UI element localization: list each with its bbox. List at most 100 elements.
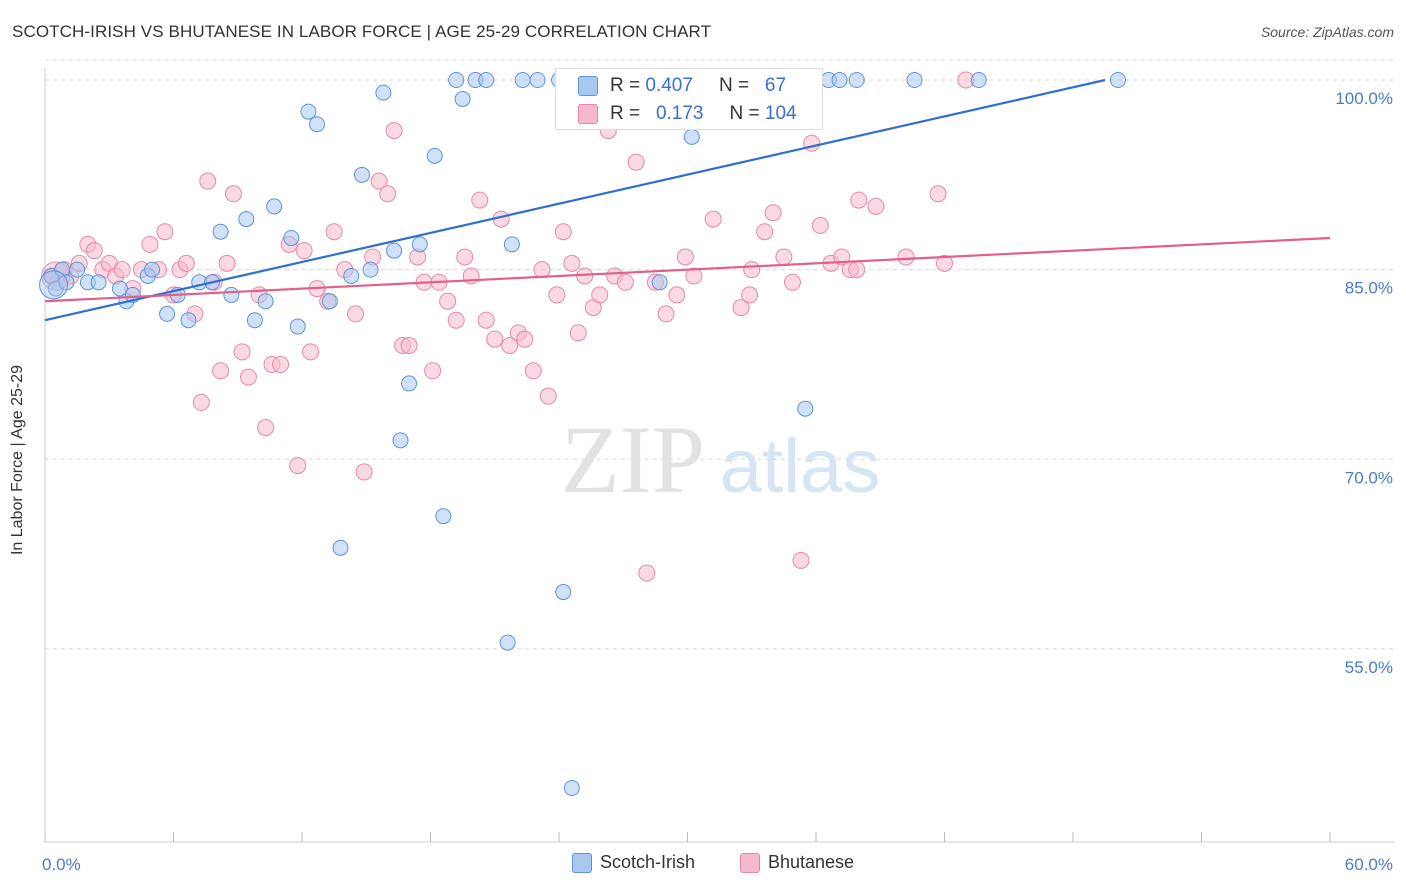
watermark-zip: ZIP <box>561 406 705 513</box>
bhutanese-point <box>302 343 320 361</box>
bhutanese-point <box>685 267 703 285</box>
scotch-irish-point <box>529 72 546 88</box>
bhutanese-point <box>218 254 236 272</box>
legend-label: Scotch-Irish <box>600 852 696 872</box>
bhutanese-trend-line <box>44 236 1331 303</box>
scotch-irish-point <box>797 400 814 417</box>
bhutanese-point <box>850 191 868 209</box>
scotch-irish-trend-line <box>44 78 1106 322</box>
bhutanese-point <box>811 216 829 234</box>
scotch-irish-point <box>555 584 572 601</box>
bhutanese-point <box>563 254 581 272</box>
scotch-irish-point <box>848 72 865 88</box>
bhutanese-point <box>385 122 403 140</box>
scotch-irish-point <box>362 261 379 278</box>
scotch-irish-point <box>308 116 325 133</box>
y-tick-label: 70.0% <box>1345 468 1393 487</box>
bhutanese-point <box>704 210 722 228</box>
bhutanese-point <box>224 185 242 203</box>
scotch-irish-point <box>514 72 531 88</box>
y-tick-label: 85.0% <box>1345 279 1393 298</box>
bhutanese-point <box>192 393 210 411</box>
bhutanese-swatch <box>578 104 598 124</box>
bhutanese-point <box>177 254 195 272</box>
bhutanese-point <box>848 261 866 279</box>
axes <box>44 68 1395 843</box>
scotch-irish-point <box>499 634 516 651</box>
bhutanese-point <box>257 419 275 437</box>
scotch-irish-point <box>144 261 161 278</box>
stats-legend: R = 0.407 N = 67 R = 0.173 N = 104 <box>555 68 823 130</box>
bhutanese-point <box>616 273 634 291</box>
bhutanese-point <box>239 368 257 386</box>
bhutanese-swatch <box>740 852 760 873</box>
n-value: 67 <box>764 75 787 96</box>
bhutanese-point <box>897 248 915 266</box>
watermark: ZIP atlas <box>561 406 880 513</box>
scotch-irish-point <box>454 90 471 107</box>
bhutanese-point <box>379 185 397 203</box>
bhutanese-point <box>743 261 761 279</box>
bhutanese-point <box>732 299 750 317</box>
legend-item-scotch-irish: Scotch-Irish <box>572 852 695 873</box>
bhutanese-point <box>929 185 947 203</box>
bhutanese-point <box>764 204 782 222</box>
bhutanese-point <box>936 254 953 272</box>
scotch-irish-point <box>69 261 86 278</box>
scotch-irish-point <box>238 211 255 228</box>
stats-row-scotch-irish: R = 0.407 N = 67 <box>578 72 786 100</box>
scotch-irish-point <box>1109 72 1126 88</box>
series-legend: Scotch-Irish Bhutanese <box>0 852 1406 878</box>
bhutanese-point <box>347 305 365 323</box>
scotch-irish-point <box>353 166 370 183</box>
bhutanese-point <box>533 261 551 279</box>
bhutanese-point <box>668 286 686 304</box>
scotch-irish-point <box>683 128 700 145</box>
bhutanese-point <box>85 242 103 260</box>
bhutanese-point <box>792 551 810 569</box>
bhutanese-point <box>756 223 774 241</box>
tick-labels: 55.0% 70.0% 85.0% 100.0% 0.0% 60.0% <box>42 89 1393 874</box>
scotch-irish-point <box>111 280 128 297</box>
scotch-irish-point <box>257 293 274 310</box>
r-label: R = <box>610 75 641 96</box>
scotch-irish-point <box>426 147 443 164</box>
scotch-irish-point <box>321 293 338 310</box>
legend-label: Bhutanese <box>768 852 855 872</box>
bhutanese-point <box>233 343 251 361</box>
scotch-irish-point <box>223 286 240 303</box>
bhutanese-point <box>295 242 313 260</box>
scotch-irish-point <box>448 72 465 88</box>
scotch-irish-points <box>39 72 1126 796</box>
bhutanese-point <box>447 311 465 329</box>
source-label: Source: ZipAtlas.com <box>1260 24 1394 40</box>
scotch-irish-swatch <box>578 76 598 96</box>
bhutanese-point <box>477 311 495 329</box>
scotch-irish-point <box>375 84 392 101</box>
scotch-irish-point <box>289 318 306 335</box>
bhutanese-point <box>548 286 566 304</box>
bhutanese-point <box>325 223 343 241</box>
bhutanese-point <box>199 172 217 190</box>
bhutanese-point <box>439 292 457 310</box>
scotch-irish-point <box>283 230 300 247</box>
scotch-irish-point <box>332 539 349 556</box>
scotch-irish-point <box>435 508 452 525</box>
n-label: N = <box>718 75 750 96</box>
scotch-irish-point <box>563 780 580 796</box>
r-value: 0.407 <box>645 75 693 96</box>
bhutanese-point <box>775 248 793 266</box>
x-tick-label: 60.0% <box>1345 855 1393 874</box>
bhutanese-point <box>289 457 307 475</box>
scotch-irish-point <box>386 242 403 259</box>
bhutanese-point <box>113 261 131 279</box>
bhutanese-point <box>516 330 534 348</box>
bhutanese-point <box>212 362 230 380</box>
bhutanese-point <box>272 355 290 373</box>
scotch-irish-point <box>411 236 428 253</box>
bhutanese-point <box>456 248 474 266</box>
legend-item-bhutanese: Bhutanese <box>740 852 854 873</box>
bhutanese-point <box>539 387 557 405</box>
trend-lines <box>44 78 1331 322</box>
